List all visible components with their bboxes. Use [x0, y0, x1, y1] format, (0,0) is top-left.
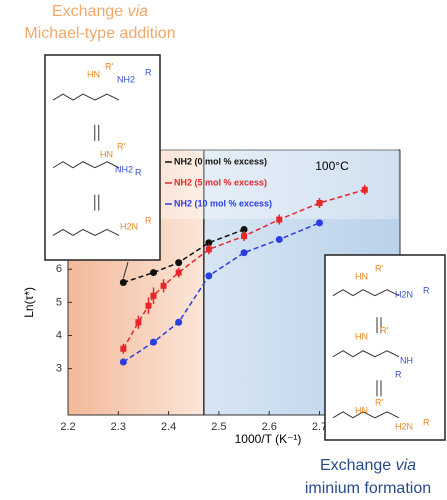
x-tick-label: 2.2: [60, 421, 75, 433]
chem-label: H2N: [120, 221, 138, 231]
chem-label: NH: [400, 355, 413, 365]
point: [240, 226, 248, 233]
chem-label: R: [423, 417, 430, 427]
title-top-2: Michael-type addition: [24, 25, 175, 42]
molecule-skeleton: [332, 289, 400, 297]
molecule-skeleton: [52, 228, 120, 236]
chem-label: NH2: [117, 74, 135, 84]
chem-label: H2N: [395, 289, 413, 299]
molecule-skeleton: [332, 411, 400, 419]
pointer: [122, 261, 129, 279]
chem-label: R': [375, 397, 383, 407]
chem-label: HN: [355, 271, 368, 281]
point: [160, 282, 167, 289]
chem-label: HN: [87, 69, 100, 79]
inset-box: [44, 54, 161, 261]
fit-line: [122, 189, 365, 350]
point: [150, 292, 157, 299]
point: [276, 216, 283, 223]
x-tick-label: 2.7: [312, 421, 327, 433]
chem-label: R': [105, 61, 113, 71]
molecule-skeleton: [332, 350, 400, 358]
point: [240, 249, 248, 257]
point: [150, 338, 158, 346]
chem-label: H2N: [395, 421, 413, 431]
point: [175, 259, 183, 267]
chem-label: HN: [355, 405, 368, 415]
point: [135, 319, 142, 326]
chem-label: R: [145, 215, 152, 225]
chem-label: R: [135, 167, 142, 177]
legend-entry: NH2 (0 mol % excess): [174, 156, 267, 166]
title-bottom-2: iminium formation: [305, 480, 431, 497]
y-tick-label: 6: [56, 263, 62, 275]
x-tick-label: 2.3: [111, 421, 126, 433]
point: [275, 235, 283, 243]
y-tick-label: 5: [56, 296, 62, 308]
point: [241, 233, 248, 240]
y-tick-label: 3: [56, 363, 62, 375]
y-axis-label: Ln(τ*): [22, 287, 36, 318]
x-tick-label: 2.6: [262, 421, 277, 433]
x-tick-label: 2.5: [211, 421, 226, 433]
legend-entry: NH2 (10 mol % excess): [174, 198, 272, 208]
chem-label: HN: [355, 331, 368, 341]
point: [205, 272, 213, 280]
point: [205, 246, 212, 253]
point: [316, 219, 324, 227]
point: [175, 318, 183, 326]
point: [205, 239, 213, 247]
point: [150, 269, 158, 277]
chem-label: HN: [100, 149, 113, 159]
title-bottom: Exchange via: [320, 457, 416, 474]
point: [119, 279, 127, 286]
point: [119, 358, 127, 366]
annotation: 100°C: [315, 159, 349, 173]
chem-label: R: [145, 67, 152, 77]
molecule-skeleton: [52, 93, 120, 101]
legend-box: [160, 149, 398, 219]
x-axis-label: 1000/T (K⁻¹): [235, 432, 302, 446]
point: [175, 269, 182, 276]
y-tick-label: 4: [56, 329, 62, 341]
inset-box: [324, 254, 446, 441]
chem-label: R': [380, 325, 388, 335]
legend-entry: NH2 (5 mol % excess): [174, 177, 267, 187]
point: [361, 186, 368, 193]
point: [120, 345, 127, 352]
point: [145, 302, 152, 309]
chem-label: R: [423, 285, 430, 295]
chem-label: R: [395, 369, 402, 379]
x-tick-label: 2.4: [161, 421, 176, 433]
point: [316, 200, 323, 206]
title-top: Exchange via: [52, 3, 148, 20]
chem-label: R': [117, 141, 125, 151]
chem-label: NH2: [115, 164, 133, 174]
molecule-skeleton: [52, 161, 120, 169]
chem-label: R': [375, 263, 383, 273]
